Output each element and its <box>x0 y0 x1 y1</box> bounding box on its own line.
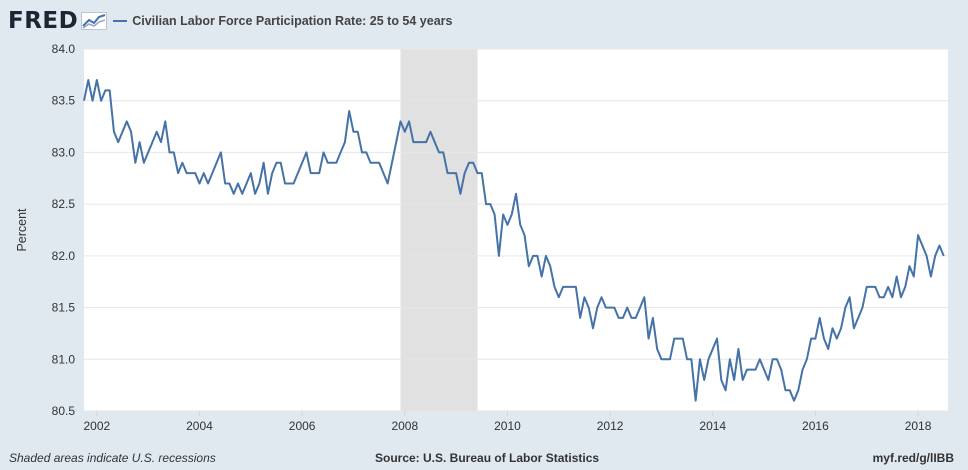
short-link[interactable]: myf.red/g/lIBB <box>872 451 954 465</box>
y-axis: 80.5 81.0 81.5 82.0 82.5 83.0 83.5 84.0 <box>52 42 76 418</box>
y-tick-label: 83.0 <box>52 145 76 159</box>
series-line <box>83 79 945 402</box>
legend-label: Civilian Labor Force Participation Rate:… <box>132 14 453 28</box>
graph-logo-icon <box>81 12 108 30</box>
gridlines <box>84 48 948 412</box>
y-tick-label: 80.5 <box>52 404 76 418</box>
x-tick-label: 2018 <box>905 419 932 433</box>
recession-note: Shaded areas indicate U.S. recessions <box>9 451 216 465</box>
y-axis-label: Percent <box>15 208 29 252</box>
series-layer <box>83 79 945 402</box>
plot-area <box>84 49 948 411</box>
y-tick-label: 81.0 <box>52 352 76 366</box>
fred-logo[interactable]: FRED <box>8 8 79 34</box>
recession-band <box>400 49 478 411</box>
legend[interactable]: Civilian Labor Force Participation Rate:… <box>113 14 452 28</box>
recession-shading-layer <box>400 49 478 411</box>
x-axis: 2002 2004 2006 2008 2010 2012 2014 2016 2018 <box>83 411 932 433</box>
x-tick-label: 2002 <box>83 419 110 433</box>
x-tick-label: 2008 <box>391 419 418 433</box>
x-tick-label: 2006 <box>289 419 316 433</box>
y-tick-label: 82.0 <box>52 249 76 263</box>
y-tick-label: 81.5 <box>52 301 76 315</box>
x-tick-label: 2016 <box>802 419 829 433</box>
source-note: Source: U.S. Bureau of Labor Statistics <box>375 451 600 465</box>
y-tick-label: 82.5 <box>52 197 76 211</box>
legend-swatch <box>113 20 128 22</box>
x-tick-label: 2004 <box>186 419 213 433</box>
y-tick-label: 84.0 <box>52 42 76 56</box>
x-tick-label: 2010 <box>494 419 521 433</box>
x-tick-label: 2014 <box>699 419 726 433</box>
chart-header: FRED Civilian Labor Force Participation … <box>8 6 452 36</box>
x-tick-label: 2012 <box>597 419 624 433</box>
y-tick-label: 83.5 <box>52 94 76 108</box>
